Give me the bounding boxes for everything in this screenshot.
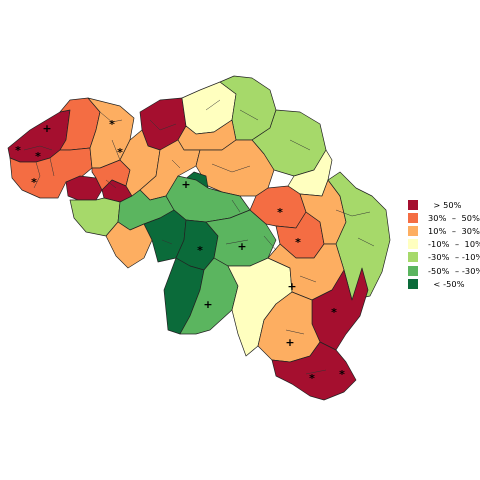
legend-label: > 50% (428, 199, 462, 210)
legend-item: > 50% (408, 198, 480, 211)
legend-item: 10% – 30% (408, 224, 480, 237)
legend-label: -10% – 10% (428, 239, 480, 250)
legend-item: -10% – 10% (408, 238, 480, 251)
region-arlon[interactable] (271, 341, 357, 401)
marker-star: * (277, 206, 283, 219)
marker-star: * (109, 118, 115, 131)
legend-item: < -50% (408, 277, 480, 290)
marker-star: * (339, 368, 345, 381)
marker-plus: + (287, 280, 296, 293)
region-kortrijk[interactable] (65, 175, 103, 201)
region-huy[interactable] (267, 243, 345, 301)
marker-star: * (35, 150, 41, 163)
significance-markers: * + * * * * + * + + * * + + * * * (15, 118, 345, 385)
marker-star: * (117, 146, 123, 159)
legend-swatch (408, 265, 418, 276)
marker-plus: + (181, 178, 190, 191)
legend-item: -50% – -30% (408, 264, 480, 277)
map-legend: > 50% 30% – 50% 10% – 30% -10% – 10% -30… (408, 198, 480, 290)
marker-star: * (309, 372, 315, 385)
legend-item: 30% – 50% (408, 211, 480, 224)
legend-swatch (408, 252, 418, 263)
legend-label: -50% – -30% (428, 265, 480, 276)
legend-swatch (408, 212, 418, 223)
legend-label: < -50% (428, 278, 465, 289)
legend-label: 30% – 50% (428, 212, 480, 223)
marker-star: * (31, 176, 37, 189)
legend-item: -30% – -10% (408, 251, 480, 264)
legend-label: -30% – -10% (428, 252, 480, 263)
marker-star: * (331, 306, 337, 319)
legend-label: 10% – 30% (428, 225, 480, 236)
marker-star: * (295, 236, 301, 249)
marker-star: * (15, 144, 21, 157)
marker-plus: + (237, 240, 246, 253)
region-polygons (7, 75, 391, 401)
legend-swatch (408, 239, 418, 250)
legend-swatch (408, 199, 418, 210)
legend-swatch (408, 278, 418, 289)
legend-swatch (408, 225, 418, 236)
marker-plus: + (42, 122, 51, 135)
marker-plus: + (203, 298, 212, 311)
marker-plus: + (285, 336, 294, 349)
marker-star: * (197, 244, 203, 257)
municipal-borders (23, 99, 375, 375)
